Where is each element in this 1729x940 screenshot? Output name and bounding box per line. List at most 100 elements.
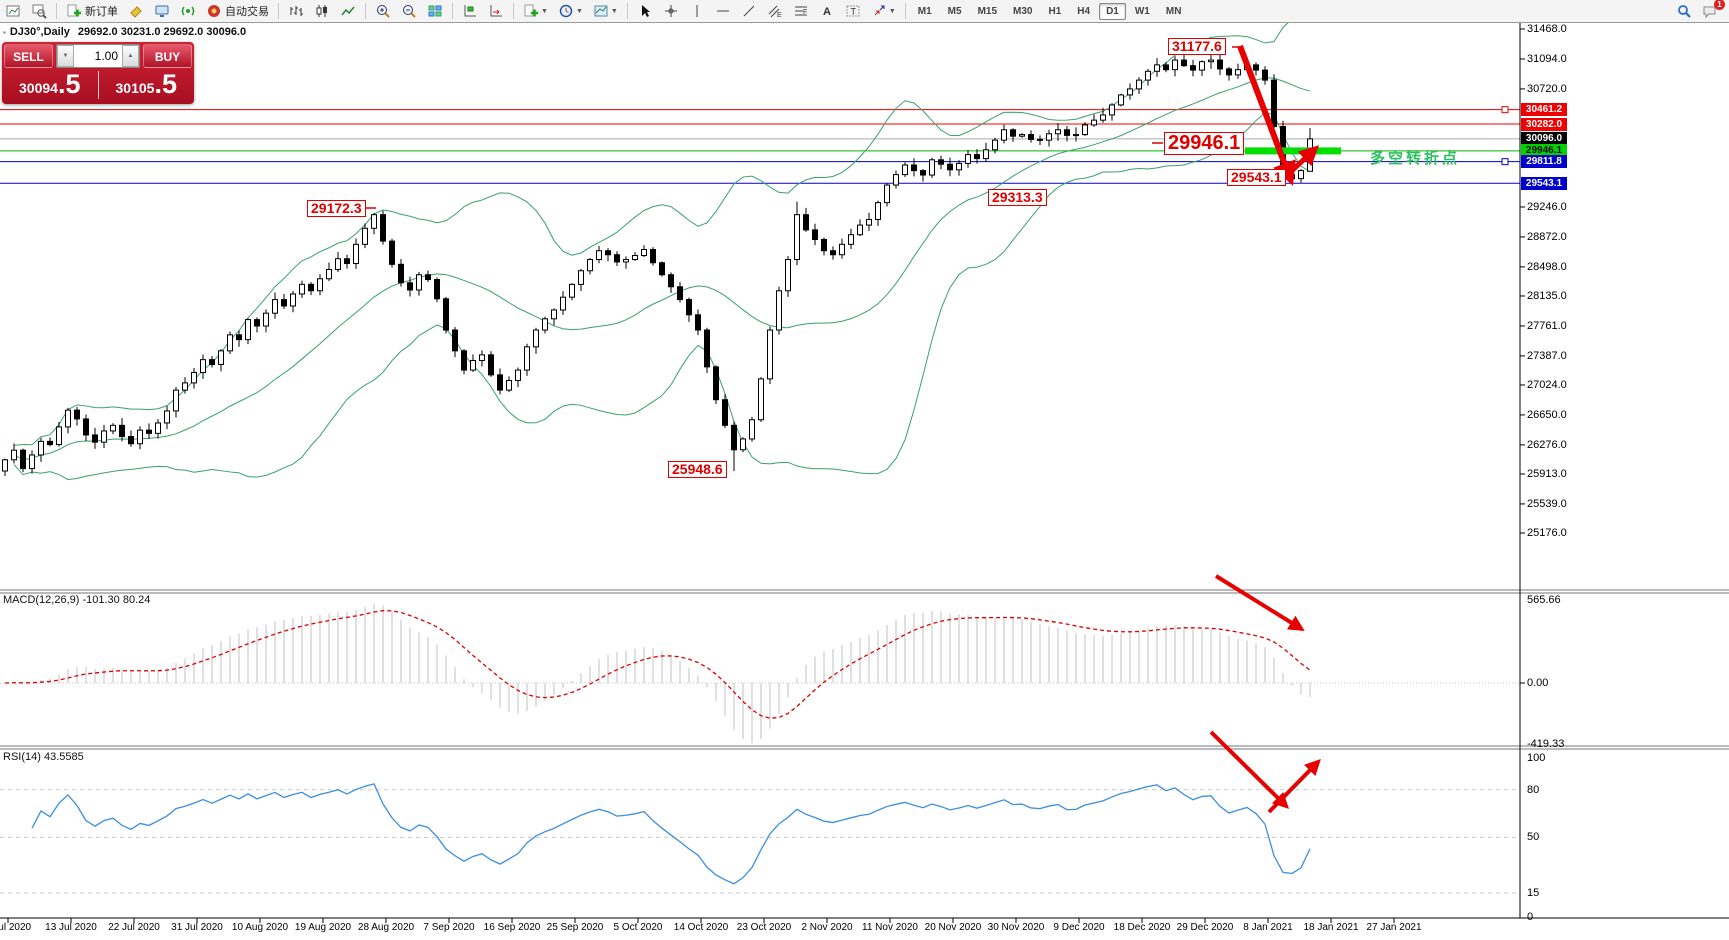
horizontal-line-tool-button[interactable] [711, 0, 735, 22]
zoom-in-button[interactable] [371, 0, 395, 22]
arrows-tool-button[interactable]: ▼ [867, 0, 900, 22]
bar-chart-mode-button[interactable] [284, 0, 308, 22]
text-tool-button[interactable]: A [815, 0, 839, 22]
hline-handle[interactable] [1501, 106, 1509, 114]
candle-bearish [722, 399, 728, 426]
candle-bearish [704, 329, 710, 368]
timeframe-w1-button[interactable]: W1 [1134, 5, 1150, 17]
candle-bullish [110, 424, 116, 432]
candle-bearish [686, 299, 692, 316]
signals-button[interactable] [176, 0, 200, 22]
trendline-tool-button[interactable] [737, 0, 761, 22]
price-annotation[interactable]: 31177.6 [1168, 38, 1226, 55]
candle-bullish [182, 382, 188, 391]
expert-advisor-icon [155, 5, 169, 17]
timeframe-m15-button[interactable]: M15 [977, 5, 998, 17]
price-annotation[interactable]: 29946.1 [1164, 132, 1245, 155]
candle-bullish [533, 329, 539, 348]
buy-button[interactable]: BUY [143, 44, 192, 68]
price-annotation[interactable]: 29313.3 [988, 189, 1047, 206]
candle-bearish [461, 350, 467, 371]
timeframe-h4-button[interactable]: H4 [1077, 5, 1091, 17]
new-order-label: 新订单 [85, 6, 118, 18]
trend-arrow[interactable] [1209, 730, 1289, 809]
profiles-icon [32, 4, 47, 19]
hline-handle[interactable] [1501, 158, 1509, 166]
svg-text:F: F [803, 9, 807, 16]
cursor-tool-button[interactable] [633, 0, 657, 22]
toolbar-separator [56, 3, 57, 19]
date-axis-label: 10 Aug 2020 [231, 922, 289, 933]
chinese-note-label[interactable]: 多空转折点 [1370, 150, 1461, 167]
date-axis-label: 27 Jan 2021 [1366, 922, 1422, 933]
notifications-button[interactable]: 1 [1698, 0, 1725, 22]
price-axis-label: 27024.0 [1527, 378, 1567, 391]
periods-button[interactable] [484, 0, 508, 22]
autotrading-button[interactable]: 自动交易 [202, 0, 273, 22]
candle-bearish [344, 258, 350, 265]
candle-bullish [524, 346, 530, 371]
tile-windows-button[interactable] [423, 0, 447, 22]
candle-bullish [1091, 119, 1097, 126]
candlestick-mode-button[interactable] [310, 0, 334, 22]
rsi-axis-label: 100 [1527, 752, 1546, 764]
candle-bullish [515, 369, 521, 381]
timeframe-m1-button[interactable]: M1 [917, 5, 932, 17]
search-button[interactable] [1672, 0, 1696, 22]
indicators-list-button[interactable] [458, 0, 482, 22]
timeframe-m30-button[interactable]: M30 [1013, 5, 1033, 17]
trend-arrow[interactable] [1214, 574, 1305, 631]
candle-bearish [650, 249, 656, 264]
vertical-line-tool-button[interactable] [685, 0, 709, 22]
date-axis-label: 7 Sep 2020 [423, 922, 475, 933]
candle-bullish [353, 243, 359, 265]
volume-increase-button[interactable]: ▲ [122, 45, 139, 67]
profiles-button[interactable] [27, 0, 51, 22]
sell-button[interactable]: SELL [4, 44, 53, 68]
timeframe-mn-button[interactable]: MN [1165, 5, 1182, 17]
line-chart-mode-button[interactable] [336, 0, 360, 22]
candle-bullish [218, 350, 224, 365]
turning-point-highlight[interactable] [1245, 147, 1341, 155]
equidistant-channel-tool-button[interactable]: E [763, 0, 787, 22]
candle-bearish [497, 374, 503, 391]
price-annotation[interactable]: 25948.6 [668, 461, 727, 478]
trend-arrow[interactable] [1281, 145, 1320, 181]
zoom-out-button[interactable] [397, 0, 421, 22]
volume-decrease-button[interactable]: ▼ [57, 45, 74, 67]
timeframes-menu-button[interactable]: ▼ [554, 0, 587, 22]
fibonacci-tool-button[interactable]: F [789, 0, 813, 22]
price-annotation[interactable]: 29543.1 [1227, 169, 1286, 186]
new-chart-button[interactable] [1, 0, 25, 22]
text-label-tool-button[interactable]: T [841, 0, 865, 22]
candle-bullish [335, 258, 341, 271]
candle-bearish [1190, 65, 1196, 71]
date-axis-label: 30 Nov 2020 [987, 922, 1045, 933]
candle-bullish [1046, 133, 1052, 141]
label-icon: T [846, 5, 860, 17]
add-indicator-button[interactable]: ▼ [519, 0, 552, 22]
trend-arrow[interactable] [1267, 758, 1321, 814]
drawing-eraser-button[interactable] [124, 0, 148, 22]
new-order-button[interactable]: 新订单 [62, 0, 122, 22]
candle-bullish [1199, 61, 1205, 71]
one-click-trading-panel: SELL ▼ ▲ BUY 30094.5 30105.5 [2, 42, 194, 104]
timeframe-m5-button[interactable]: M5 [947, 5, 962, 17]
candlestick-icon [316, 5, 327, 17]
candle-bearish [1064, 129, 1070, 136]
dropdown-caret-icon: ▼ [610, 7, 618, 15]
timeframe-h1-button[interactable]: H1 [1048, 5, 1062, 17]
expert-advisors-button[interactable] [150, 0, 174, 22]
trend-arrow[interactable] [1237, 44, 1296, 186]
templates-menu-button[interactable]: ▼ [589, 0, 622, 22]
date-axis-label: 16 Sep 2020 [483, 922, 541, 933]
volume-input[interactable] [74, 45, 122, 67]
timeframe-d1-button[interactable]: D1 [1099, 2, 1126, 20]
price-annotation[interactable]: 29172.3 [307, 200, 366, 217]
crosshair-tool-button[interactable] [659, 0, 683, 22]
buy-price-display[interactable]: 30105.5 [115, 69, 177, 99]
candle-bullish [1154, 64, 1160, 72]
sell-price-display[interactable]: 30094.5 [19, 69, 81, 99]
new-chart-icon [6, 5, 20, 17]
